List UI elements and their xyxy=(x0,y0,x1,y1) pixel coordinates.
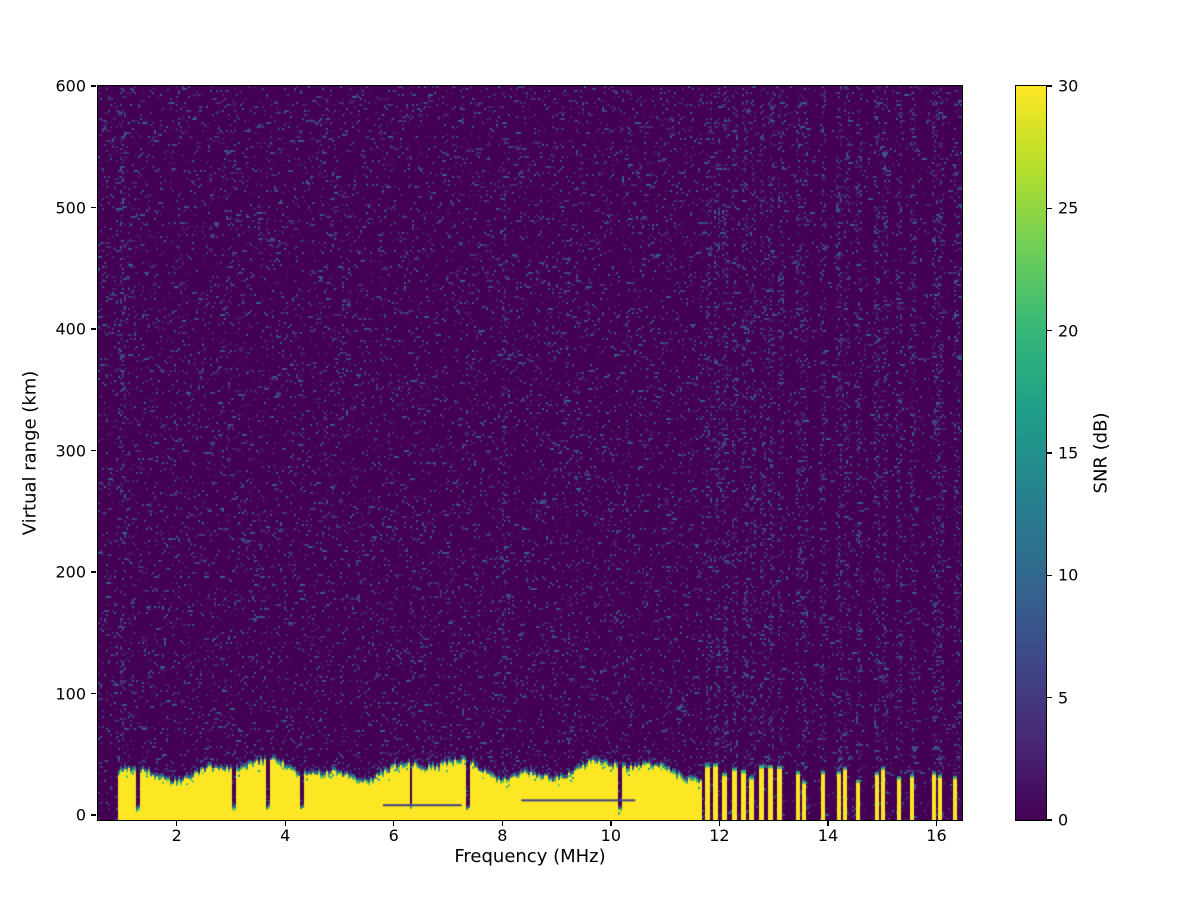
x-tick-label: 8 xyxy=(497,826,508,845)
x-tick-label: 6 xyxy=(388,826,399,845)
x-tick-label: 2 xyxy=(171,826,182,845)
x-tick-label: 12 xyxy=(709,826,730,845)
y-tick-label: 400 xyxy=(55,319,86,339)
colorbar-tick-mark xyxy=(1047,452,1052,454)
colorbar-tick-mark xyxy=(1047,574,1052,576)
x-tick-mark xyxy=(935,821,938,826)
colorbar-tick-mark xyxy=(1047,207,1052,209)
x-tick-label: 16 xyxy=(926,826,947,845)
y-tick-mark xyxy=(91,692,96,695)
colorbar-tick-label: 25 xyxy=(1058,198,1079,218)
colorbar-tick-mark xyxy=(1047,85,1052,87)
y-tick-label: 200 xyxy=(55,562,86,582)
colorbar xyxy=(1015,85,1047,821)
x-axis-label: Frequency (MHz) xyxy=(454,846,606,867)
y-tick-mark xyxy=(91,571,96,573)
y-tick-mark xyxy=(91,449,96,452)
y-tick-label: 300 xyxy=(55,441,86,461)
y-tick-mark xyxy=(91,814,96,816)
y-tick-mark xyxy=(91,328,96,330)
x-tick-mark xyxy=(284,821,286,826)
x-tick-label: 14 xyxy=(817,826,839,845)
colorbar-tick-mark xyxy=(1047,819,1052,821)
x-tick-mark xyxy=(501,821,503,826)
y-tick-label: 0 xyxy=(75,805,86,825)
x-tick-mark xyxy=(393,821,395,826)
ionogram-heatmap-canvas xyxy=(98,86,962,820)
x-tick-mark xyxy=(176,821,178,826)
y-tick-mark xyxy=(91,206,96,209)
y-tick-label: 500 xyxy=(55,198,86,218)
colorbar-tick-label: 5 xyxy=(1058,688,1069,708)
colorbar-tick-label: 10 xyxy=(1058,565,1079,585)
y-tick-label: 600 xyxy=(55,76,86,96)
colorbar-tick-mark xyxy=(1047,330,1052,332)
y-tick-label: 100 xyxy=(55,684,86,704)
x-tick-label: 4 xyxy=(280,826,291,845)
colorbar-tick-label: 20 xyxy=(1058,321,1079,341)
colorbar-label: SNR (dB) xyxy=(1090,412,1112,494)
colorbar-tick-label: 30 xyxy=(1058,76,1079,96)
x-tick-mark xyxy=(718,821,721,826)
colorbar-tick-label: 0 xyxy=(1058,810,1069,830)
x-tick-mark xyxy=(610,821,612,826)
colorbar-tick-mark xyxy=(1047,697,1052,699)
y-tick-mark xyxy=(91,85,96,87)
colorbar-gradient xyxy=(1016,86,1046,820)
x-tick-mark xyxy=(827,821,829,826)
heatmap-plot xyxy=(97,85,963,821)
colorbar-tick-label: 15 xyxy=(1058,443,1079,463)
x-tick-label: 10 xyxy=(600,826,622,845)
y-axis-label: Virtual range (km) xyxy=(19,370,41,536)
